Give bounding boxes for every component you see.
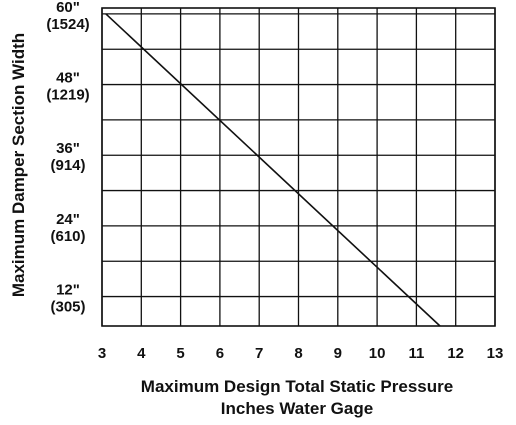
y-tick-label-metric: (1219) [46, 87, 89, 104]
x-tick-label: 8 [294, 345, 302, 362]
y-tick-label: 48" [56, 70, 80, 87]
x-tick-label: 3 [98, 345, 106, 362]
x-tick-label: 12 [447, 345, 464, 362]
y-tick-label-metric: (914) [50, 157, 85, 174]
x-tick-label: 4 [137, 345, 146, 362]
y-tick-label: 12" [56, 282, 80, 299]
x-tick-label: 10 [369, 345, 386, 362]
y-tick-labels: 60"(1524) 48"(1219) 36"(914) 24"(610) 12"(30… [46, 0, 89, 316]
x-tick-label: 6 [216, 345, 224, 362]
y-axis-title: Maximum Damper Section Width [9, 33, 28, 297]
x-tick-label: 5 [176, 345, 184, 362]
y-tick-label: 60" [56, 0, 80, 16]
y-tick-label-metric: (610) [50, 228, 85, 245]
x-tick-label: 11 [408, 345, 424, 362]
y-tick-label: 36" [56, 140, 80, 157]
x-tick-label: 7 [255, 345, 263, 362]
x-tick-label: 9 [334, 345, 342, 362]
grid [101, 7, 496, 327]
x-axis-title: Maximum Design Total Static Pressure [141, 377, 453, 396]
x-axis-title-line2: Inches Water Gage [221, 399, 373, 418]
x-tick-label: 13 [487, 345, 504, 362]
series-group [105, 13, 441, 327]
y-tick-label-metric: (305) [50, 299, 85, 316]
y-tick-label-metric: (1524) [46, 16, 89, 33]
y-tick-label: 24" [56, 211, 80, 228]
x-tick-labels: 3 4 5 6 7 8 9 10 11 12 13 [98, 345, 504, 362]
series-line [105, 13, 441, 327]
